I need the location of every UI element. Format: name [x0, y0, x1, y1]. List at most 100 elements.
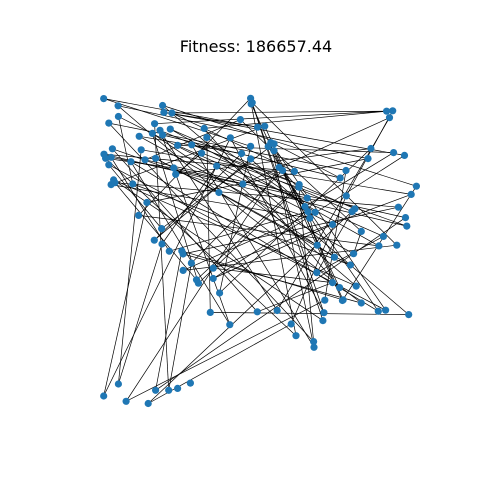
node-point	[152, 386, 160, 394]
node-point	[385, 114, 394, 122]
edge-line	[139, 135, 354, 255]
node-point	[151, 120, 159, 128]
node-point	[287, 320, 295, 328]
node-point	[261, 122, 269, 130]
edge-line	[216, 165, 357, 287]
node-point	[129, 180, 137, 188]
edge-line	[240, 119, 269, 147]
edge-line	[108, 164, 162, 229]
node-point	[389, 107, 397, 115]
edge-line	[154, 158, 251, 241]
node-point	[357, 227, 365, 235]
node-point	[150, 236, 158, 244]
node-point	[379, 232, 387, 240]
node-point	[247, 155, 255, 163]
node-point	[187, 259, 195, 267]
node-point	[158, 240, 166, 248]
edge-line	[155, 250, 183, 391]
edge-line	[171, 112, 295, 172]
edge-line	[152, 133, 335, 258]
node-point	[127, 158, 135, 166]
edge-line	[125, 167, 280, 402]
node-point	[143, 198, 151, 207]
node-point	[273, 306, 281, 315]
node-point	[198, 149, 206, 157]
node-point	[321, 296, 329, 304]
edge-line	[154, 123, 170, 391]
node-point	[306, 214, 314, 222]
node-point	[200, 124, 208, 132]
edge-line	[175, 148, 371, 175]
edge-line	[213, 267, 333, 283]
node-point	[310, 338, 318, 346]
node-point	[357, 299, 365, 307]
node-point	[216, 289, 224, 297]
edge-line	[251, 102, 398, 246]
node-point	[239, 180, 247, 188]
node-point	[114, 112, 122, 121]
node-point	[313, 241, 321, 249]
node-layer	[100, 94, 420, 408]
node-point	[203, 133, 211, 142]
node-point	[375, 242, 383, 250]
node-point	[137, 146, 145, 154]
node-point	[174, 141, 182, 149]
node-point	[364, 155, 372, 163]
edge-line	[182, 211, 316, 271]
node-point	[382, 306, 390, 314]
node-point	[236, 116, 244, 124]
node-point	[330, 253, 338, 261]
node-point	[107, 153, 115, 161]
edge-line	[201, 152, 407, 227]
node-point	[338, 296, 346, 305]
node-point	[179, 250, 187, 258]
edge-line	[273, 143, 341, 179]
edge-line	[298, 187, 314, 342]
edge-line	[213, 224, 333, 279]
edge-line	[316, 211, 353, 273]
node-point	[348, 208, 356, 216]
edge-line	[171, 110, 387, 114]
node-point	[159, 101, 167, 110]
node-point	[264, 143, 272, 151]
node-point	[209, 274, 217, 283]
node-point	[114, 380, 122, 388]
edge-line	[103, 202, 148, 397]
node-point	[110, 176, 118, 184]
node-point	[247, 94, 255, 102]
node-point	[328, 279, 337, 287]
edge-line	[250, 103, 343, 301]
edge-line	[125, 299, 325, 402]
edge-line	[250, 98, 324, 321]
edge-line	[324, 170, 347, 301]
chart-title: Fitness: 186657.44	[180, 37, 332, 56]
edge-line	[138, 98, 251, 216]
edge-line	[278, 167, 379, 312]
node-point	[303, 194, 311, 202]
edge-line	[118, 116, 134, 185]
edge-line	[168, 263, 192, 391]
node-point	[279, 166, 287, 175]
node-point	[188, 141, 196, 149]
node-point	[100, 95, 108, 103]
node-point	[152, 154, 160, 162]
node-point	[122, 397, 130, 405]
edge-layer	[103, 98, 417, 404]
node-point	[148, 129, 156, 137]
node-point	[311, 208, 319, 216]
edge-line	[290, 195, 347, 325]
edge-line	[103, 153, 407, 227]
node-point	[407, 190, 415, 198]
node-point	[135, 211, 143, 219]
node-point	[393, 241, 401, 249]
node-point	[105, 119, 113, 127]
node-point	[141, 156, 149, 164]
node-point	[313, 269, 321, 277]
node-point	[336, 284, 344, 292]
node-point	[215, 188, 223, 197]
edge-line	[111, 184, 310, 219]
node-point	[390, 149, 398, 157]
edge-line	[103, 98, 251, 147]
node-point	[320, 309, 328, 317]
